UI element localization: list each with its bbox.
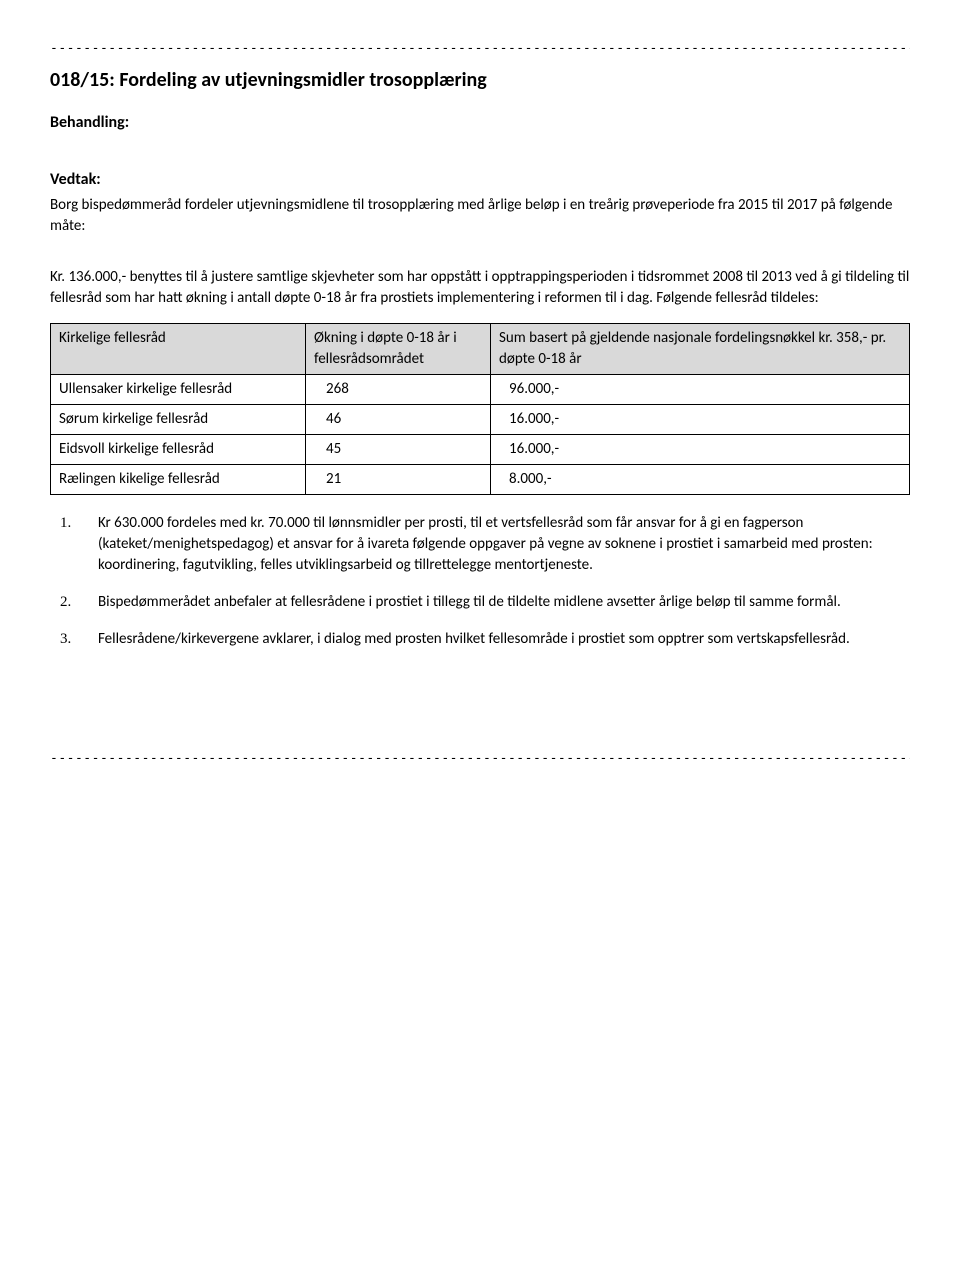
table-cell-increase: 21: [306, 464, 491, 494]
numbered-list: 1. Kr 630.000 fordeles med kr. 70.000 ti…: [78, 513, 910, 650]
table-header-col2: Økning i døpte 0-18 år i fellesrådsområd…: [306, 323, 491, 374]
table-cell-sum: 16.000,-: [491, 404, 910, 434]
divider-bottom: ----------------------------------------…: [50, 750, 910, 768]
table-row: Eidsvoll kirkelige fellesråd 45 16.000,-: [51, 434, 910, 464]
table-cell-name: Rælingen kikelige fellesråd: [51, 464, 306, 494]
list-item-text: Bispedømmerådet anbefaler at fellesråden…: [98, 593, 841, 611]
list-number: 1.: [60, 513, 71, 534]
vedtak-intro-text: Borg bispedømmeråd fordeler utjevningsmi…: [50, 195, 910, 237]
table-cell-increase: 268: [306, 374, 491, 404]
table-header-col1: Kirkelige fellesråd: [51, 323, 306, 374]
table-header-col3: Sum basert på gjeldende nasjonale fordel…: [491, 323, 910, 374]
list-item: 2. Bispedømmerådet anbefaler at fellesrå…: [78, 592, 910, 613]
table-cell-sum: 8.000,-: [491, 464, 910, 494]
list-number: 2.: [60, 592, 71, 613]
table-header-row: Kirkelige fellesråd Økning i døpte 0-18 …: [51, 323, 910, 374]
table-cell-sum: 16.000,-: [491, 434, 910, 464]
allocation-table: Kirkelige fellesråd Økning i døpte 0-18 …: [50, 323, 910, 495]
table-row: Sørum kirkelige fellesråd 46 16.000,-: [51, 404, 910, 434]
kr-line-text: Kr. 136.000,- benyttes til å justere sam…: [50, 267, 910, 309]
table-cell-name: Eidsvoll kirkelige fellesråd: [51, 434, 306, 464]
table-cell-name: Ullensaker kirkelige fellesråd: [51, 374, 306, 404]
list-item-text: Kr 630.000 fordeles med kr. 70.000 til l…: [98, 514, 873, 574]
table-cell-increase: 45: [306, 434, 491, 464]
table-cell-increase: 46: [306, 404, 491, 434]
list-item: 1. Kr 630.000 fordeles med kr. 70.000 ti…: [78, 513, 910, 576]
table-cell-name: Sørum kirkelige fellesråd: [51, 404, 306, 434]
page-title: 018/15: Fordeling av utjevningsmidler tr…: [50, 66, 910, 94]
behandling-heading: Behandling:: [50, 112, 910, 134]
table-row: Rælingen kikelige fellesråd 21 8.000,-: [51, 464, 910, 494]
list-number: 3.: [60, 629, 71, 650]
table-cell-sum: 96.000,-: [491, 374, 910, 404]
table-row: Ullensaker kirkelige fellesråd 268 96.00…: [51, 374, 910, 404]
list-item: 3. Fellesrådene/kirkevergene avklarer, i…: [78, 629, 910, 650]
list-item-text: Fellesrådene/kirkevergene avklarer, i di…: [98, 630, 850, 648]
divider-top: ----------------------------------------…: [50, 40, 910, 58]
vedtak-heading: Vedtak:: [50, 169, 910, 191]
